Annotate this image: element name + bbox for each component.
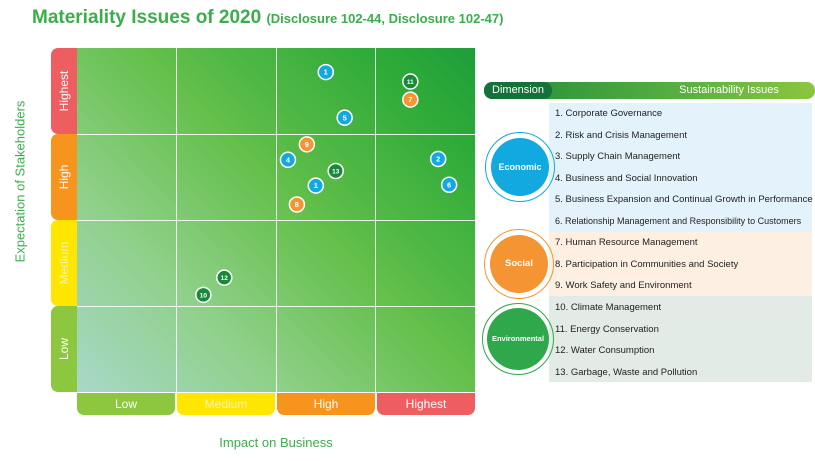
social-ring	[484, 229, 554, 299]
dimension-social: Social	[490, 235, 548, 293]
matrix-grid	[77, 48, 475, 392]
x-level-low: Low	[77, 393, 175, 415]
header-issues: Sustainability Issues	[679, 84, 779, 96]
issue-item: 11. Energy Conservation	[555, 324, 659, 335]
dimension-economic: Economic	[491, 138, 549, 196]
title-main: Materiality Issues of 2020	[32, 7, 262, 28]
issue-item: 9. Work Safety and Environment	[555, 280, 692, 291]
environmental-ring	[482, 303, 554, 375]
issue-item: 1. Corporate Governance	[555, 108, 663, 119]
issue-item: 13. Garbage, Waste and Pollution	[555, 367, 698, 378]
grid-line	[77, 306, 475, 307]
y-level-low: Low	[51, 306, 77, 392]
issue-item: 5. Business Expansion and Continual Grow…	[555, 194, 813, 205]
social-issues: 7. Human Resource Management 8. Particip…	[549, 232, 812, 296]
y-level-medium: Medium	[51, 220, 77, 306]
grid-line	[77, 134, 475, 135]
y-level-high: High	[51, 134, 77, 220]
issue-item: 2. Risk and Crisis Management	[555, 130, 687, 141]
y-axis-label: Expectation of Stakeholders	[12, 100, 28, 263]
environmental-issues: 10. Climate Management 11. Energy Conser…	[549, 296, 812, 382]
y-level-highest: Highest	[51, 48, 77, 134]
x-level-highest: Highest	[377, 393, 475, 415]
issue-item: 10. Climate Management	[555, 302, 662, 313]
issue-item: 3. Supply Chain Management	[555, 151, 681, 162]
title-sub: (Disclosure 102-44, Disclosure 102-47)	[266, 11, 504, 26]
issue-item: 4. Business and Social Innovation	[555, 173, 698, 184]
y-level-low-label: Low	[57, 337, 71, 361]
y-level-highest-label: Highest	[57, 70, 71, 112]
issue-item: 6. Relationship Management and Responsib…	[555, 216, 802, 226]
header-dimension: Dimension	[484, 82, 552, 99]
grid-line	[77, 220, 475, 221]
x-level-medium: Medium	[177, 393, 275, 415]
x-axis-label: Impact on Business	[219, 435, 333, 450]
dimension-environmental: Environmental	[487, 308, 549, 370]
y-level-medium-label: Medium	[57, 241, 71, 285]
table-header: Dimension Sustainability Issues	[484, 82, 815, 99]
economic-issues: 1. Corporate Governance 2. Risk and Cris…	[549, 103, 813, 232]
issue-item: 8. Participation in Communities and Soci…	[555, 259, 739, 270]
economic-ring	[485, 132, 555, 202]
x-level-high: High	[277, 393, 375, 415]
issue-item: 7. Human Resource Management	[555, 237, 698, 248]
page-title: Materiality Issues of 2020 (Disclosure 1…	[32, 7, 503, 29]
issue-item: 12. Water Consumption	[555, 345, 655, 356]
y-level-high-label: High	[57, 164, 71, 190]
